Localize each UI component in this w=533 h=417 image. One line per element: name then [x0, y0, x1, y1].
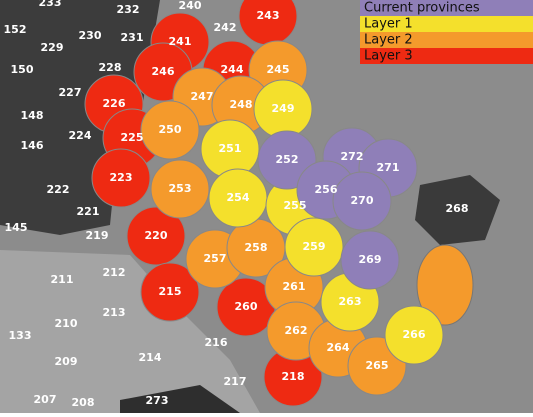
province-area — [284, 217, 344, 277]
province-area — [150, 159, 210, 219]
province-label: 221 — [77, 205, 100, 218]
province-area — [416, 244, 474, 326]
province-label: 145 — [5, 221, 28, 234]
province-label: 272 — [341, 150, 364, 163]
province-label: 243 — [257, 9, 280, 22]
legend-swatch — [360, 16, 533, 32]
province-label: 248 — [230, 98, 253, 111]
province-label: 218 — [282, 370, 305, 383]
province-label: 229 — [41, 41, 64, 54]
province-label: 249 — [272, 102, 295, 115]
province-label: 265 — [366, 359, 389, 372]
province-label: 223 — [110, 171, 133, 184]
province-label: 262 — [285, 324, 308, 337]
province-label: 232 — [117, 3, 140, 16]
province-label: 263 — [339, 295, 362, 308]
legend-swatch — [360, 48, 533, 64]
province-label: 251 — [219, 142, 242, 155]
province-label: 246 — [152, 65, 175, 78]
province-label: 212 — [103, 266, 126, 279]
dark-region — [120, 385, 240, 413]
province-label: 219 — [86, 229, 109, 242]
province-label: 230 — [79, 29, 102, 42]
province-label: 269 — [359, 253, 382, 266]
dark-region — [415, 175, 500, 245]
province-label: 214 — [139, 351, 162, 364]
province-label: 215 — [159, 285, 182, 298]
province-area — [140, 100, 200, 160]
province-label: 270 — [351, 194, 374, 207]
province-label: 260 — [235, 300, 258, 313]
province-label: 255 — [284, 199, 307, 212]
legend-label: Current provinces — [364, 1, 480, 16]
province-label: 256 — [315, 183, 338, 196]
province-label: 257 — [204, 252, 227, 265]
province-area — [126, 206, 186, 266]
legend-label: Layer 2 — [364, 33, 413, 48]
legend-swatch — [360, 0, 533, 16]
province-label: 231 — [121, 31, 144, 44]
province-label: 225 — [121, 131, 144, 144]
province-label: 261 — [283, 280, 306, 293]
province-label: 216 — [205, 336, 228, 349]
province-label: 133 — [9, 329, 32, 342]
province-label: 152 — [4, 23, 27, 36]
province-area — [91, 148, 151, 208]
legend-label: Layer 1 — [364, 17, 413, 32]
province-label: 258 — [245, 241, 268, 254]
province-label: 210 — [55, 317, 78, 330]
light-region — [0, 250, 260, 413]
province-label: 150 — [11, 63, 34, 76]
province-label: 247 — [191, 90, 214, 103]
legend-label: Layer 3 — [364, 49, 413, 64]
province-label: 146 — [21, 139, 44, 152]
province-label: 211 — [51, 273, 74, 286]
province-label: 227 — [59, 86, 82, 99]
province-label: 259 — [303, 240, 326, 253]
province-label: 241 — [169, 35, 192, 48]
province-label: 240 — [179, 0, 202, 12]
province-label: 233 — [39, 0, 62, 9]
province-label: 224 — [69, 129, 92, 142]
province-label: 273 — [146, 394, 169, 407]
provinces: 233 232 240 242 152 229 230 231 150 228 227 148 224 1… — [4, 0, 474, 409]
province-label: 222 — [47, 183, 70, 196]
province-area — [332, 171, 392, 231]
province-label: 264 — [327, 341, 350, 354]
province-area — [140, 262, 200, 322]
province-label: 213 — [103, 306, 126, 319]
province-label: 244 — [221, 63, 244, 76]
province-label: 226 — [103, 97, 126, 110]
province-label: 209 — [55, 355, 78, 368]
province-area — [340, 230, 400, 290]
province-label: 242 — [214, 21, 237, 34]
province-label: 207 — [34, 393, 57, 406]
province-label: 253 — [169, 182, 192, 195]
province-label: 217 — [224, 375, 247, 388]
province-label: 268 — [446, 202, 469, 215]
province-label: 148 — [21, 109, 44, 122]
province-label: 250 — [159, 123, 182, 136]
province-label: 271 — [377, 161, 400, 174]
province-label: 254 — [227, 191, 250, 204]
legend-swatch — [360, 32, 533, 48]
province-area — [384, 305, 444, 365]
province-label: 252 — [276, 153, 299, 166]
province-label: 220 — [145, 229, 168, 242]
province-label: 245 — [267, 63, 290, 76]
province-label: 228 — [99, 61, 122, 74]
province-label: 208 — [72, 396, 95, 409]
dark-region — [0, 0, 160, 235]
province-label: 266 — [403, 328, 426, 341]
